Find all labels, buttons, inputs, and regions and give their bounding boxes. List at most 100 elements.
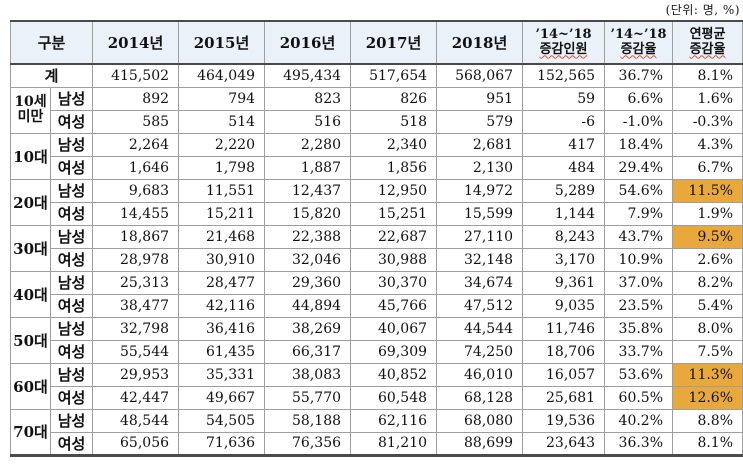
value-cell: 61,435 bbox=[178, 339, 266, 364]
gender-cell: 남성 bbox=[49, 316, 94, 341]
value-cell: 19,536 bbox=[522, 408, 606, 433]
value-cell: -6 bbox=[522, 109, 606, 134]
value-cell: 55,770 bbox=[264, 385, 352, 410]
data-row: 여성 585 514 516 518 579 -6 -1.0% -0.3% bbox=[11, 109, 743, 134]
value-cell: 8.2% bbox=[672, 270, 743, 295]
data-row: 50대 남성 32,798 36,416 38,269 40,067 44,544 11,74… bbox=[10, 316, 743, 364]
header-year-2016: 2016년 bbox=[264, 20, 352, 65]
value-cell: 464,049 bbox=[178, 63, 266, 88]
value-cell: 892 bbox=[92, 86, 180, 111]
age-cell: 70대 bbox=[10, 408, 51, 456]
value-cell: 18.4% bbox=[604, 132, 674, 157]
value-cell: 7.5% bbox=[672, 339, 743, 364]
value-cell: 48,544 bbox=[92, 408, 180, 433]
value-cell: 6.6% bbox=[604, 86, 674, 111]
age-label-line: 60대 bbox=[13, 377, 48, 396]
value-cell: 518 bbox=[350, 109, 438, 134]
value-cell: 15,251 bbox=[350, 201, 438, 226]
value-cell: 5.4% bbox=[672, 293, 743, 318]
value-cell: 35.8% bbox=[604, 316, 674, 341]
value-cell: 22,687 bbox=[350, 224, 438, 249]
age-cell: 10대 bbox=[10, 132, 51, 180]
value-cell: 38,083 bbox=[264, 362, 352, 387]
header-avg-rate-line2: 증감율 bbox=[689, 41, 726, 57]
data-row: 여성 42,447 49,667 55,770 60,548 68,128 25,681 60… bbox=[11, 385, 743, 410]
value-cell: 45,766 bbox=[350, 293, 438, 318]
statistics-table: 구분 2014년 2015년 2016년 2017년 2018년 ’14~’18… bbox=[9, 20, 743, 457]
gender-cell: 남성 bbox=[49, 132, 94, 157]
value-cell: 15,820 bbox=[264, 201, 352, 226]
data-row: 10세 미만 남성 892 794 823 826 951 59 6.6% 1.6% bbox=[10, 86, 743, 134]
age-cell: 20대 bbox=[10, 178, 51, 226]
value-cell: 28,978 bbox=[92, 247, 180, 272]
value-cell: 15,211 bbox=[178, 201, 266, 226]
header-avg-rate: 연평균 증감율 bbox=[672, 20, 743, 65]
value-cell: 32,046 bbox=[264, 247, 352, 272]
gender-cell: 여성 bbox=[49, 385, 94, 410]
value-cell: 47,512 bbox=[436, 293, 524, 318]
unit-caption: (단위: 명, %) bbox=[665, 3, 740, 17]
value-cell: 568,067 bbox=[436, 63, 524, 88]
age-label-line: 40대 bbox=[13, 285, 48, 304]
value-cell: 12.6% bbox=[672, 385, 743, 410]
value-cell: 152,565 bbox=[522, 63, 606, 88]
value-cell: 1,887 bbox=[264, 155, 352, 180]
value-cell: 25,681 bbox=[522, 385, 606, 410]
value-cell: 16,057 bbox=[522, 362, 606, 387]
value-cell: 53.6% bbox=[604, 362, 674, 387]
value-cell: 35,331 bbox=[178, 362, 266, 387]
value-cell: 88,699 bbox=[436, 431, 524, 456]
value-cell: 36.3% bbox=[604, 431, 674, 456]
age-cell: 50대 bbox=[10, 316, 51, 364]
header-change-rate: ’14~’18 증감율 bbox=[604, 20, 674, 65]
value-cell: 6.7% bbox=[672, 155, 743, 180]
value-cell: 44,544 bbox=[436, 316, 524, 341]
value-cell: 74,250 bbox=[436, 339, 524, 364]
value-cell: 58,188 bbox=[264, 408, 352, 433]
value-cell: 1.9% bbox=[672, 201, 743, 226]
value-cell: 37.0% bbox=[604, 270, 674, 295]
header-change-rate-label: 증감율 bbox=[620, 41, 657, 57]
age-cell: 40대 bbox=[10, 270, 51, 318]
value-cell: 8.1% bbox=[672, 63, 743, 88]
value-cell: 9,361 bbox=[522, 270, 606, 295]
value-cell: 22,388 bbox=[264, 224, 352, 249]
header-change-count-label: 증감인원 bbox=[539, 41, 588, 57]
data-row: 여성 28,978 30,910 32,046 30,988 32,148 3,170 10.… bbox=[11, 247, 743, 272]
gender-cell: 여성 bbox=[49, 431, 94, 456]
data-row: 여성 1,646 1,798 1,887 1,856 2,130 484 29.4% 6.7% bbox=[11, 155, 743, 180]
value-cell: 4.3% bbox=[672, 132, 743, 157]
value-cell: 36,416 bbox=[178, 316, 266, 341]
value-cell: 579 bbox=[436, 109, 524, 134]
value-cell: 794 bbox=[178, 86, 266, 111]
header-year-2015: 2015년 bbox=[178, 20, 266, 65]
value-cell: 65,056 bbox=[92, 431, 180, 456]
header-year-2014: 2014년 bbox=[92, 20, 180, 65]
value-cell: 42,116 bbox=[178, 293, 266, 318]
value-cell: 32,148 bbox=[436, 247, 524, 272]
table-body: 계 415,502 464,049 495,434 517,654 568,067 152,… bbox=[9, 63, 743, 456]
value-cell: 9.5% bbox=[672, 224, 743, 249]
value-cell: 8.0% bbox=[672, 316, 743, 341]
value-cell: 55,544 bbox=[92, 339, 180, 364]
header-avg-rate-line1: 연평균 bbox=[689, 26, 726, 42]
header-change-count: ’14~’18 증감인원 bbox=[522, 20, 606, 65]
value-cell: 23.5% bbox=[604, 293, 674, 318]
value-cell: 25,313 bbox=[92, 270, 180, 295]
value-cell: 29,360 bbox=[264, 270, 352, 295]
value-cell: 415,502 bbox=[92, 63, 180, 88]
value-cell: 2,220 bbox=[178, 132, 266, 157]
value-cell: 18,706 bbox=[522, 339, 606, 364]
value-cell: 826 bbox=[350, 86, 438, 111]
value-cell: 2,264 bbox=[92, 132, 180, 157]
header-gubun: 구분 bbox=[9, 20, 94, 65]
value-cell: 81,210 bbox=[350, 431, 438, 456]
age-label-line: 10대 bbox=[13, 147, 48, 166]
gender-cell: 남성 bbox=[49, 408, 94, 433]
value-cell: 10.9% bbox=[604, 247, 674, 272]
age-label-line: 20대 bbox=[13, 193, 48, 212]
value-cell: 21,468 bbox=[178, 224, 266, 249]
header-change-rate-range: ’14~’18 bbox=[610, 26, 667, 42]
value-cell: 59 bbox=[522, 86, 606, 111]
